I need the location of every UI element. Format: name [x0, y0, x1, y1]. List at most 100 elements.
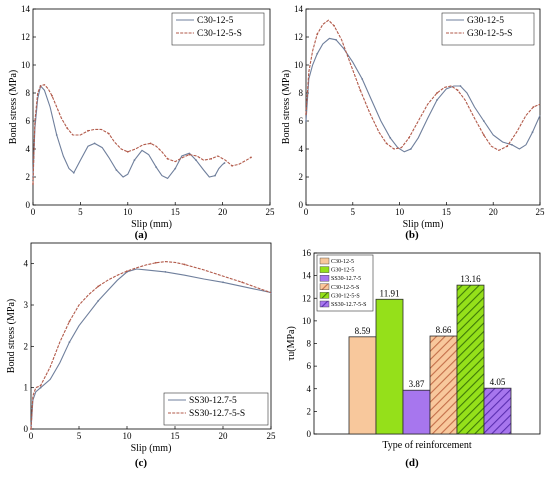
data-point-b-1 — [359, 89, 362, 92]
legend-entry-d-1: G30-12-5 — [331, 268, 354, 274]
y-tick-label-d: 6 — [307, 361, 312, 371]
data-point-a-1 — [188, 153, 191, 156]
y-tick-label-b: 10 — [294, 60, 304, 70]
data-point-b-0 — [459, 85, 462, 87]
y-tick-label-c: 1 — [24, 383, 29, 393]
data-point-c-1 — [241, 281, 244, 284]
y-axis-label-a: Bond stress (MPa) — [8, 70, 19, 144]
x-tick-label-c: 25 — [267, 431, 277, 441]
x-tick-label-c: 15 — [171, 431, 181, 441]
y-tick-label-a: 2 — [26, 172, 31, 182]
legend-entry-d-0: C30-12-5 — [331, 259, 354, 265]
series-line-a-0 — [32, 84, 225, 180]
data-point-b-0 — [482, 120, 485, 122]
data-point-a-0 — [115, 169, 118, 171]
bar-2 — [402, 389, 431, 435]
data-point-a-1 — [250, 156, 252, 159]
bar-1 — [375, 298, 404, 435]
data-point-b-1 — [333, 24, 335, 27]
bar-value-label-1: 11.91 — [380, 288, 400, 298]
y-tick-label-d: 10 — [302, 316, 312, 326]
plot-frame-c — [30, 242, 272, 430]
y-tick-label-d: 8 — [307, 339, 312, 349]
data-point-a-1 — [107, 132, 110, 135]
data-point-c-1 — [68, 320, 71, 323]
x-tick-label-a: 20 — [218, 207, 228, 217]
data-point-a-0 — [214, 174, 216, 177]
data-point-c-0 — [97, 300, 100, 302]
data-point-b-0 — [436, 99, 438, 101]
data-point-c-1 — [97, 285, 100, 288]
data-point-a-0 — [55, 134, 58, 136]
x-axis-label-c: Slip (mm) — [131, 443, 172, 454]
x-axis-label-d: Type of reinforcement — [382, 440, 471, 451]
y-tick-label-a: 12 — [21, 32, 30, 42]
y-tick-label-d: 0 — [307, 429, 312, 439]
data-point-b-1 — [532, 106, 535, 108]
y-tick-label-d: 2 — [307, 406, 312, 416]
y-tick-label-c: 3 — [24, 300, 29, 310]
x-tick-label-a: 10 — [123, 207, 133, 217]
data-point-b-1 — [385, 142, 388, 145]
data-point-c-1 — [39, 384, 42, 387]
y-tick-label-a: 10 — [21, 60, 31, 70]
data-point-a-1 — [149, 142, 152, 145]
legend-entry-d-4: G30-12-5-S — [331, 293, 360, 299]
y-tick-label-d: 12 — [302, 293, 311, 303]
panel-label-c: (c) — [135, 457, 148, 469]
legend-swatch-d-3 — [319, 283, 330, 290]
data-point-a-1 — [126, 150, 129, 153]
panel-label-b: (b) — [405, 229, 419, 241]
y-tick-label-d: 4 — [307, 384, 312, 394]
data-point-a-0 — [195, 159, 198, 162]
x-axis-label-a: Slip (mm) — [131, 219, 172, 230]
y-tick-label-a: 6 — [26, 116, 31, 126]
legend-swatch-d-2 — [319, 275, 330, 282]
plot-frame-a — [32, 8, 271, 206]
legend-swatch-d-4 — [319, 292, 330, 299]
data-point-a-0 — [155, 166, 158, 169]
y-tick-label-b: 14 — [294, 4, 304, 14]
series-line-c-0 — [30, 268, 272, 430]
legend-entry-d-3: C30-12-5-S — [331, 285, 359, 291]
data-point-b-0 — [361, 78, 364, 80]
data-point-b-1 — [436, 92, 438, 94]
y-tick-label-a: 14 — [21, 4, 31, 14]
bar-value-label-0: 8.59 — [355, 326, 371, 336]
y-tick-label-a: 0 — [26, 200, 31, 210]
data-point-b-1 — [305, 113, 307, 115]
data-point-c-0 — [222, 281, 224, 284]
data-point-c-0 — [164, 271, 167, 273]
data-point-b-0 — [335, 38, 337, 41]
bar-value-label-5: 4.05 — [490, 377, 506, 387]
data-point-a-1 — [231, 164, 234, 167]
x-tick-label-a: 0 — [31, 207, 36, 217]
data-point-b-1 — [482, 134, 485, 136]
y-tick-label-b: 12 — [294, 32, 303, 42]
y-axis-label-d: τu(MPa) — [286, 326, 297, 361]
y-tick-label-a: 4 — [26, 144, 31, 154]
y-tick-label-a: 8 — [26, 88, 31, 98]
x-tick-label-b: 10 — [395, 207, 405, 217]
legend-swatch-d-1 — [319, 266, 330, 273]
y-tick-label-b: 4 — [299, 144, 304, 154]
data-point-b-0 — [305, 120, 307, 122]
y-axis-label-c: Bond stress (MPa) — [6, 299, 17, 373]
data-point-a-1 — [32, 183, 34, 185]
legend-swatch-d-0 — [319, 257, 330, 265]
legend-entry-b-1: G30-12-5-S — [467, 29, 512, 39]
data-point-a-0 — [93, 142, 96, 145]
data-point-b-1 — [408, 136, 410, 139]
panel-label-a: (a) — [135, 229, 148, 241]
x-tick-label-c: 10 — [123, 431, 133, 441]
bar-value-label-2: 3.87 — [409, 379, 425, 389]
y-tick-label-b: 6 — [299, 116, 304, 126]
data-point-a-1 — [210, 157, 213, 160]
data-point-c-1 — [183, 263, 186, 266]
x-tick-label-c: 20 — [219, 431, 229, 441]
data-point-b-0 — [316, 52, 319, 55]
data-point-c-0 — [68, 341, 71, 344]
y-tick-label-b: 2 — [299, 172, 304, 182]
data-point-a-1 — [66, 127, 68, 129]
